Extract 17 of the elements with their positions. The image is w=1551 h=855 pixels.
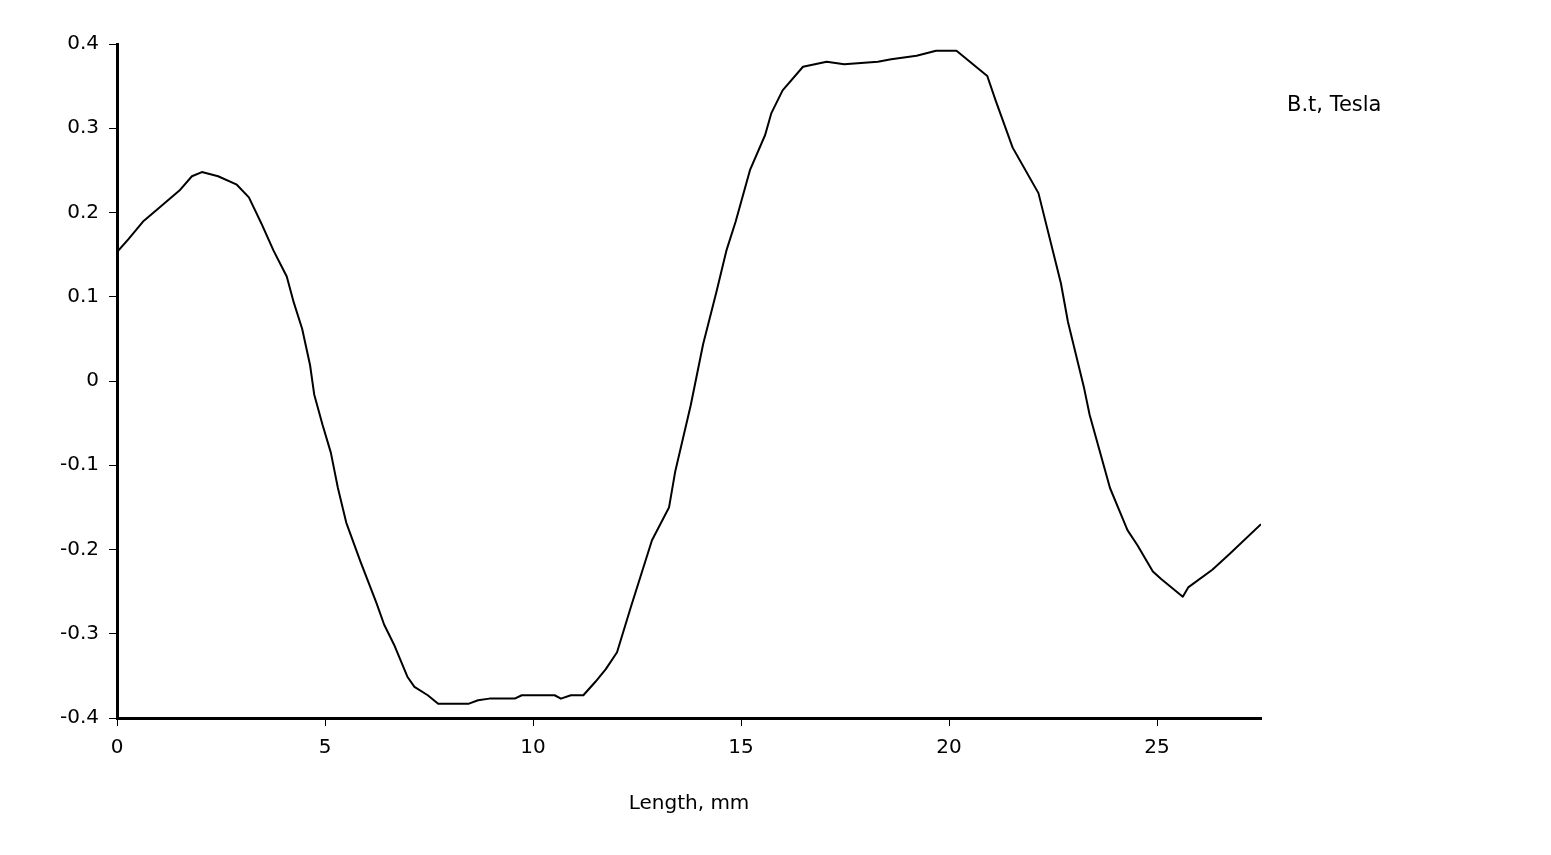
x-tick-label: 25 — [1144, 734, 1170, 759]
x-tick-label: 15 — [728, 734, 754, 759]
x-tick-label: 5 — [318, 734, 332, 759]
y-tick-label: 0 — [86, 367, 100, 392]
y-tick-label: -0.2 — [59, 535, 100, 560]
y-tick-label: 0.3 — [67, 114, 100, 139]
y-tick-label: 0.2 — [67, 198, 100, 223]
y-tick-label: 0.1 — [67, 282, 100, 307]
y-tick-label: -0.4 — [59, 704, 100, 729]
y-tick-label: 0.4 — [67, 30, 100, 55]
x-axis-title: Length, mm — [628, 790, 750, 815]
y-tick-label: -0.3 — [59, 619, 100, 644]
x-tick-label: 20 — [936, 734, 962, 759]
x-tick-label: 0 — [110, 734, 124, 759]
y-tick-label: -0.1 — [59, 451, 100, 476]
x-tick-label: 10 — [520, 734, 546, 759]
y-axis-title: B.t, Tesla — [1287, 92, 1382, 116]
